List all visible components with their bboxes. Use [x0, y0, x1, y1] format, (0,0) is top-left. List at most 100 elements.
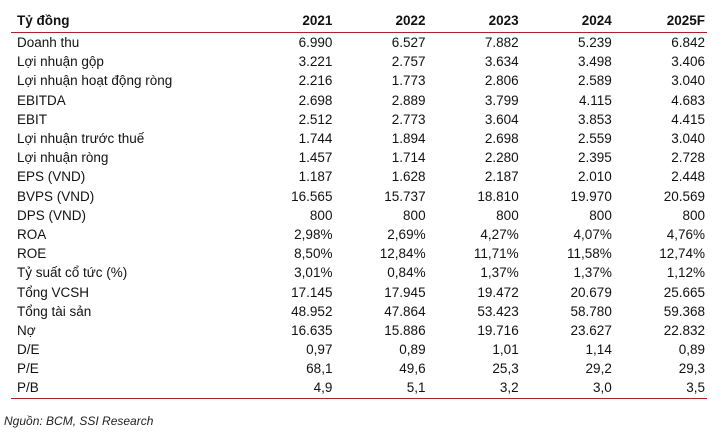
table-row: Lợi nhuận trước thuế 1.744 1.894 2.698 2.559… [11, 129, 707, 148]
cell-value: 11,71% [473, 246, 519, 262]
financial-table: Tỷ đồng 2021 2022 2023 2024 2025F Doanh … [11, 8, 707, 399]
table-row: ROE 8,50% 12,84% 11,71% 11,58% 12,74% [11, 244, 707, 263]
cell-value: 12,74% [659, 246, 705, 262]
table-row: BVPS (VND) 16.565 15.737 18.810 19.970 20.569 [11, 187, 707, 206]
table-row: ROA 2,98% 2,69% 4,27% 4,07% 4,76% [11, 225, 707, 244]
cell-value: 20.679 [570, 284, 612, 300]
cell-value: 2.806 [484, 73, 519, 89]
table-row: Lợi nhuận hoạt động ròng 2.216 1.773 2.806 2… [11, 71, 707, 90]
row-label: ROA [17, 226, 47, 242]
cell-value: 2.512 [298, 111, 333, 127]
cell-value: 53.423 [477, 303, 519, 319]
cell-value: 4,9 [241, 378, 335, 399]
cell-value: 4,27% [480, 226, 519, 242]
year-header: 2023 [427, 8, 521, 33]
cell-value: 29,2 [585, 361, 612, 377]
row-label: P/E [17, 361, 39, 377]
cell-value: 18.810 [477, 188, 519, 204]
cell-value: 2.187 [484, 169, 519, 185]
table-body: Doanh thu 6.990 6.527 7.882 5.239 6.842 Lợi nh… [11, 33, 707, 399]
cell-value: 2.698 [298, 92, 333, 108]
cell-value: 11,58% [567, 246, 612, 262]
cell-value: 2.280 [484, 150, 519, 166]
cell-value: 48.952 [291, 303, 333, 319]
row-label: ROE [17, 246, 47, 262]
cell-value: 19.472 [477, 284, 519, 300]
row-label: Lợi nhuận trước thuế [17, 131, 145, 147]
row-label: Lợi nhuận gộp [17, 54, 104, 70]
cell-value: 2.559 [578, 131, 612, 147]
cell-value: 1.187 [298, 169, 333, 185]
cell-value: 4.683 [671, 92, 705, 108]
cell-value: 6.842 [671, 35, 705, 51]
cell-value: 3,5 [613, 378, 707, 399]
cell-value: 1.773 [391, 73, 426, 89]
table-row: Lợi nhuận ròng 1.457 1.714 2.280 2.395 2.728 [11, 148, 707, 167]
cell-value: 6.990 [298, 35, 333, 51]
cell-value: 2.773 [391, 111, 426, 127]
cell-value: 3.040 [671, 73, 705, 89]
cell-value: 0,84% [387, 265, 426, 281]
cell-value: 3.853 [578, 111, 612, 127]
cell-value: 16.565 [291, 188, 333, 204]
cell-value: 58.780 [570, 303, 612, 319]
cell-value: 800 [589, 207, 612, 223]
row-label: Lợi nhuận hoạt động ròng [17, 73, 173, 89]
table-row: EBIT 2.512 2.773 3.604 3.853 4.415 [11, 110, 707, 129]
cell-value: 2.010 [578, 169, 612, 185]
cell-value: 3.406 [671, 54, 705, 70]
row-label: Nợ [17, 322, 36, 338]
cell-value: 3,0 [520, 378, 614, 399]
year-header: 2024 [520, 8, 614, 33]
cell-value: 3,2 [427, 378, 521, 399]
cell-value: 7.882 [484, 35, 519, 51]
cell-value: 17.945 [384, 284, 426, 300]
cell-value: 1,37% [480, 265, 519, 281]
cell-value: 12,84% [379, 246, 426, 262]
cell-value: 1.457 [298, 150, 333, 166]
cell-value: 1.714 [391, 150, 426, 166]
cell-value: 16.635 [291, 322, 333, 338]
row-label: Tổng VCSH [17, 284, 90, 300]
cell-value: 25,3 [492, 361, 519, 377]
cell-value: 1,37% [573, 265, 612, 281]
table-row: Lợi nhuận gộp 3.221 2.757 3.634 3.498 3.406 [11, 52, 707, 71]
cell-value: 15.886 [384, 322, 426, 338]
cell-value: 3.634 [484, 54, 519, 70]
cell-value: 3.040 [671, 131, 705, 147]
row-label: Tổng tài sản [17, 303, 92, 319]
table-row: Doanh thu 6.990 6.527 7.882 5.239 6.842 [11, 33, 707, 53]
row-label: Lợi nhuận ròng [17, 150, 109, 166]
row-label: EBIT [17, 111, 48, 127]
cell-value: 19.716 [477, 322, 519, 338]
cell-value: 3,01% [294, 265, 333, 281]
cell-value: 22.832 [663, 322, 705, 338]
cell-value: 4,76% [666, 226, 705, 242]
cell-value: 4.115 [579, 92, 612, 108]
table-row: EPS (VND) 1.187 1.628 2.187 2.010 2.448 [11, 167, 707, 186]
cell-value: 20.569 [663, 188, 705, 204]
cell-value: 23.627 [570, 322, 612, 338]
year-header: 2021 [241, 8, 335, 33]
cell-value: 1,14 [585, 342, 612, 358]
cell-value: 2.757 [391, 54, 426, 70]
table-row: P/E 68,1 49,6 25,3 29,2 29,3 [11, 359, 707, 378]
cell-value: 3.221 [298, 54, 333, 70]
row-label: Tỷ suất cổ tức (%) [17, 265, 128, 281]
cell-value: 3.498 [578, 54, 612, 70]
year-header: 2022 [334, 8, 428, 33]
cell-value: 0,89 [678, 342, 705, 358]
cell-value: 1.628 [391, 169, 426, 185]
cell-value: 1,12% [666, 265, 705, 281]
row-label: D/E [17, 342, 40, 358]
cell-value: 1.744 [298, 131, 333, 147]
year-header: 2025F [613, 8, 707, 33]
unit-label: Tỷ đồng [11, 8, 242, 33]
cell-value: 2,69% [387, 226, 426, 242]
table-row: Tổng VCSH 17.145 17.945 19.472 20.679 25.665 [11, 282, 707, 301]
cell-value: 29,3 [678, 361, 705, 377]
cell-value: 6.527 [391, 35, 426, 51]
table-header: Tỷ đồng 2021 2022 2023 2024 2025F [11, 8, 707, 33]
cell-value: 2.698 [484, 131, 519, 147]
cell-value: 4,07% [573, 226, 612, 242]
